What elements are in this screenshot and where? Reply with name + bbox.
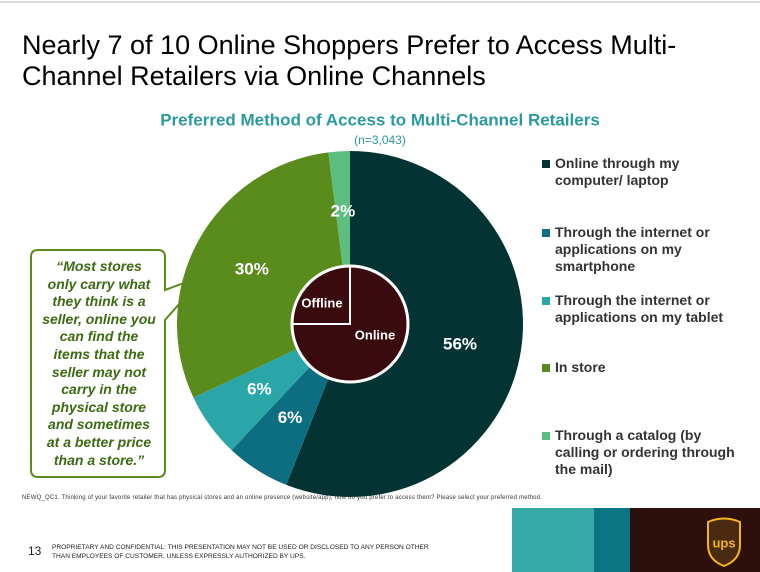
legend-entry: Through the internet or applications on …	[542, 292, 747, 326]
legend-entry: Through a catalog (by calling or orderin…	[542, 427, 747, 478]
legend-swatch	[542, 160, 550, 168]
data-label: 2%	[331, 202, 356, 221]
data-label: 30%	[235, 260, 269, 279]
legend-swatch	[542, 364, 550, 372]
quote: “Most stores only carry what they think …	[42, 258, 156, 468]
data-label: 56%	[443, 334, 477, 353]
footnote: NEWQ_QC1. Thinking of your favorite reta…	[22, 495, 543, 501]
inner-divider	[292, 266, 351, 325]
legend-entry: Online through my computer/ laptop	[542, 155, 747, 189]
confidential: PROPRIETARY AND CONFIDENTIAL: THIS PRESE…	[52, 544, 429, 560]
logo: ups	[712, 535, 735, 550]
slide-title: Nearly 7 of 10 Online Shoppers Prefer to…	[22, 30, 677, 91]
inner-label: Offline	[301, 295, 342, 310]
logo-shield	[707, 517, 741, 568]
legend-label: Online through my computer/ laptop	[555, 155, 680, 188]
legend-swatch	[542, 297, 550, 305]
legend-swatch	[542, 432, 550, 440]
page-number: 13	[28, 544, 42, 558]
data-label: 6%	[247, 379, 272, 398]
legend-entry: In store	[542, 359, 747, 376]
legend-label: Through a catalog (by calling or orderin…	[555, 427, 735, 477]
inner-label: Online	[355, 327, 395, 342]
legend-swatch	[542, 229, 550, 237]
footer-band	[594, 508, 630, 572]
legend-label: Through the internet or applications on …	[555, 292, 724, 325]
data-label: 6%	[278, 408, 303, 427]
chart-title: Preferred Method of Access to Multi-Chan…	[160, 110, 600, 129]
chart-subtitle: (n=3,043)	[354, 133, 406, 147]
footer-band	[512, 508, 594, 572]
legend-label: In store	[555, 359, 606, 375]
quote-box	[30, 249, 206, 478]
legend-label: Through the internet or applications on …	[555, 224, 710, 274]
legend-entry: Through the internet or applications on …	[542, 224, 747, 275]
